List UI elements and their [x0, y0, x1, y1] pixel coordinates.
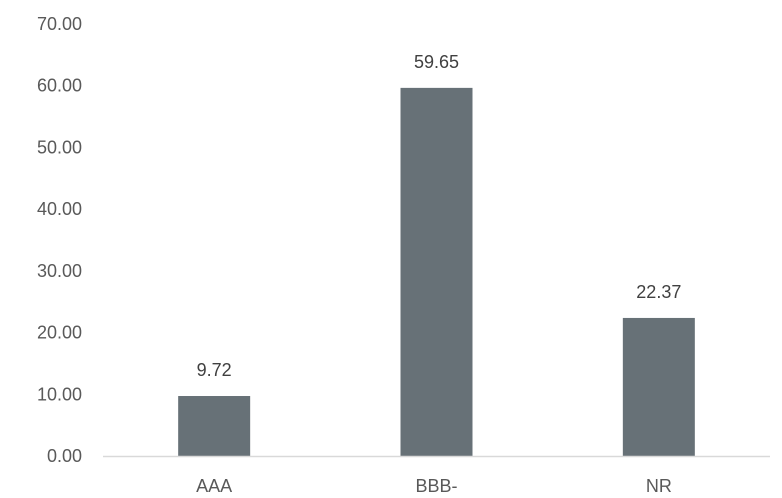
- y-tick-label: 20.00: [37, 323, 82, 343]
- y-tick-label: 30.00: [37, 261, 82, 281]
- y-tick-label: 60.00: [37, 76, 82, 96]
- y-tick-label: 40.00: [37, 199, 82, 219]
- y-tick-label: 10.00: [37, 384, 82, 404]
- data-label: 9.72: [197, 360, 232, 380]
- bar-aaa: [178, 396, 251, 456]
- x-axis: AAA BBB- NR: [196, 476, 672, 496]
- x-tick-label: AAA: [196, 476, 232, 496]
- y-tick-label: 0.00: [47, 446, 82, 466]
- data-labels: 9.72 59.65 22.37: [197, 52, 682, 380]
- bars: [178, 87, 695, 457]
- bar-bbb: [400, 87, 473, 457]
- y-axis: 0.00 10.00 20.00 30.00 40.00 50.00 60.00 70.00: [37, 14, 82, 466]
- data-label: 59.65: [414, 52, 459, 72]
- y-tick-label: 70.00: [37, 14, 82, 34]
- data-label: 22.37: [636, 282, 681, 302]
- x-tick-label: NR: [646, 476, 672, 496]
- x-tick-label: BBB-: [415, 476, 457, 496]
- bar-nr: [622, 317, 695, 456]
- y-tick-label: 50.00: [37, 137, 82, 157]
